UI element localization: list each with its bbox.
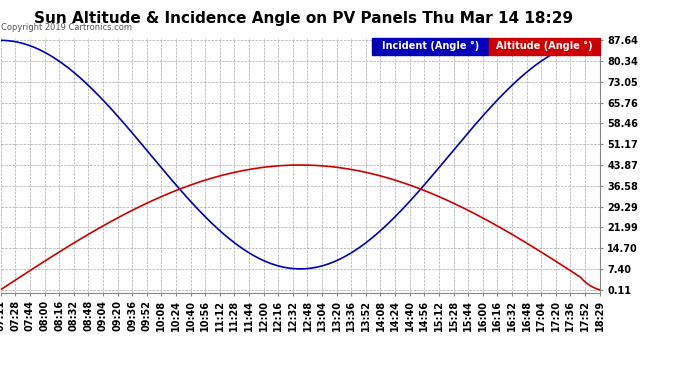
Bar [489, 38, 600, 56]
Text: Sun Altitude & Incidence Angle on PV Panels Thu Mar 14 18:29: Sun Altitude & Incidence Angle on PV Pan… [34, 11, 573, 26]
Bar [372, 38, 489, 56]
Text: Altitude (Angle °): Altitude (Angle °) [496, 41, 593, 51]
Text: Copyright 2019 Cartronics.com: Copyright 2019 Cartronics.com [1, 23, 132, 32]
Text: Incident (Angle °): Incident (Angle °) [382, 41, 479, 51]
